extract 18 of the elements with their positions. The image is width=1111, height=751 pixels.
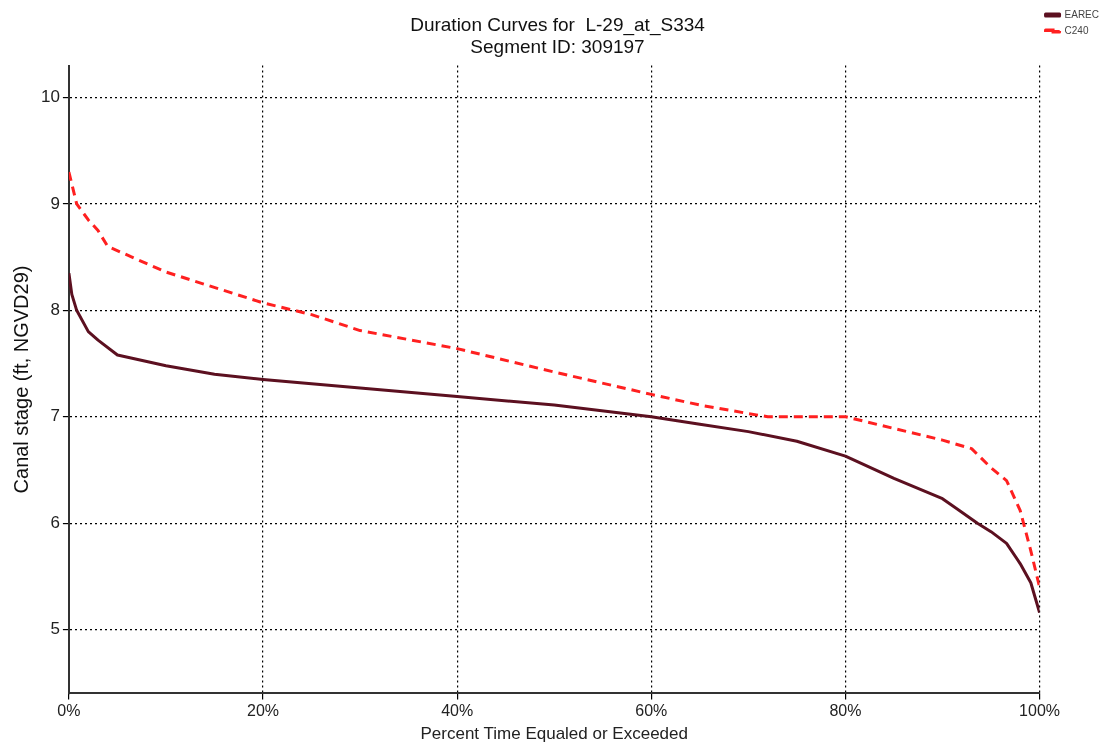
y-tick-label: 7 xyxy=(50,406,60,426)
legend-label: EAREC xyxy=(1064,8,1099,20)
y-tick-label: 6 xyxy=(50,512,60,532)
y-tick-label: 5 xyxy=(50,619,60,639)
x-tick-label: 40% xyxy=(441,702,474,720)
x-tick-label: 80% xyxy=(829,702,862,720)
y-axis-title: Canal stage (ft, NGVD29) xyxy=(9,265,32,494)
chart-subtitle: Segment ID: 309197 xyxy=(470,36,645,58)
chart-title: Duration Curves for L-29_at_S334 xyxy=(410,13,706,36)
x-axis-title: Percent Time Equaled or Exceeded xyxy=(420,724,688,744)
x-tick-label: 0% xyxy=(57,702,81,720)
x-tick-label: 100% xyxy=(1019,702,1061,720)
y-tick-label: 8 xyxy=(50,300,60,320)
y-tick-label: 10 xyxy=(40,87,60,107)
y-tick-label: 9 xyxy=(50,193,60,213)
x-tick-label: 20% xyxy=(247,702,280,720)
x-tick-label: 60% xyxy=(635,702,668,720)
legend-label: C240 xyxy=(1064,24,1089,36)
